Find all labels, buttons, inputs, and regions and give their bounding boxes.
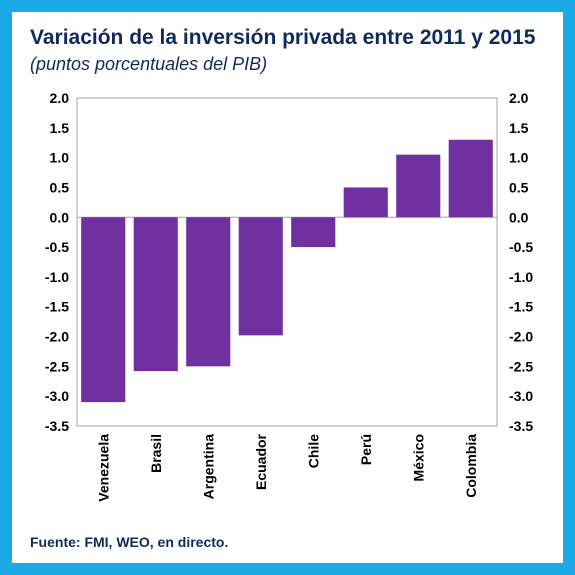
category-label: Brasil bbox=[148, 434, 164, 473]
y-tick-right: 2.0 bbox=[509, 90, 529, 106]
y-tick-left: 0.5 bbox=[50, 179, 70, 195]
y-tick-right: 0.5 bbox=[509, 179, 529, 195]
left-axis-ticks: 2.0 1.5 1.0 0.5 0.0 -0.5 -1.0 -1.5 -2.0 -2.5 -3.0 -… bbox=[45, 90, 69, 434]
y-tick-left: 1.0 bbox=[50, 150, 70, 166]
y-tick-left: 2.0 bbox=[50, 90, 70, 106]
right-axis-ticks: 2.0 1.5 1.0 0.5 0.0 -0.5 -1.0 -1.5 -2.0 -2.5 -3.0 -… bbox=[509, 90, 533, 434]
y-tick-left: -0.5 bbox=[45, 239, 69, 255]
y-tick-right: 1.0 bbox=[509, 150, 529, 166]
category-labels: Venezuela Brasil Argentina Ecuador Chile Perú… bbox=[95, 433, 479, 501]
bar-brasil bbox=[133, 217, 178, 372]
y-tick-right: -3.0 bbox=[509, 388, 533, 404]
plot-border bbox=[76, 97, 498, 427]
category-label: Chile bbox=[305, 434, 321, 468]
category-label: México bbox=[410, 434, 426, 481]
y-tick-left: -3.0 bbox=[45, 388, 69, 404]
y-tick-right: 1.5 bbox=[509, 120, 529, 136]
y-tick-right: 0.0 bbox=[509, 209, 529, 225]
source-note: Fuente: FMI, WEO, en directo. bbox=[30, 534, 229, 550]
category-label: Argentina bbox=[200, 434, 216, 500]
bar-chart: 2.0 1.5 1.0 0.5 0.0 -0.5 -1.0 -1.5 -2.0 -2.5 -3.0 -… bbox=[45, 90, 533, 502]
y-tick-right: -2.0 bbox=[509, 329, 533, 345]
y-tick-right: -0.5 bbox=[509, 239, 533, 255]
y-tick-left: -2.0 bbox=[45, 329, 69, 345]
chart-subtitle: (puntos porcentuales del PIB) bbox=[30, 54, 268, 74]
bar-chile bbox=[291, 217, 336, 248]
category-label: Ecuador bbox=[253, 433, 269, 490]
bar-perú bbox=[343, 187, 388, 218]
category-label: Perú bbox=[358, 434, 374, 465]
y-tick-left: -3.5 bbox=[45, 418, 69, 434]
bar-argentina bbox=[186, 217, 231, 367]
y-tick-left: -1.5 bbox=[45, 299, 69, 315]
chart-title: Variación de la inversión privada entre … bbox=[30, 26, 536, 49]
category-label: Colombia bbox=[463, 434, 479, 498]
bars bbox=[81, 139, 493, 403]
y-tick-right: -1.5 bbox=[509, 299, 533, 315]
chart-card: Variación de la inversión privada entre … bbox=[12, 12, 563, 563]
bar-méxico bbox=[396, 154, 441, 218]
y-tick-right: -2.5 bbox=[509, 358, 533, 374]
y-tick-left: -2.5 bbox=[45, 358, 69, 374]
bar-ecuador bbox=[238, 217, 283, 336]
bar-venezuela bbox=[81, 217, 126, 403]
y-tick-left: 0.0 bbox=[50, 209, 70, 225]
y-tick-left: 1.5 bbox=[50, 120, 70, 136]
category-label: Venezuela bbox=[95, 434, 111, 502]
y-tick-right: -3.5 bbox=[509, 418, 533, 434]
y-tick-left: -1.0 bbox=[45, 269, 69, 285]
bar-colombia bbox=[448, 139, 493, 218]
y-tick-right: -1.0 bbox=[509, 269, 533, 285]
